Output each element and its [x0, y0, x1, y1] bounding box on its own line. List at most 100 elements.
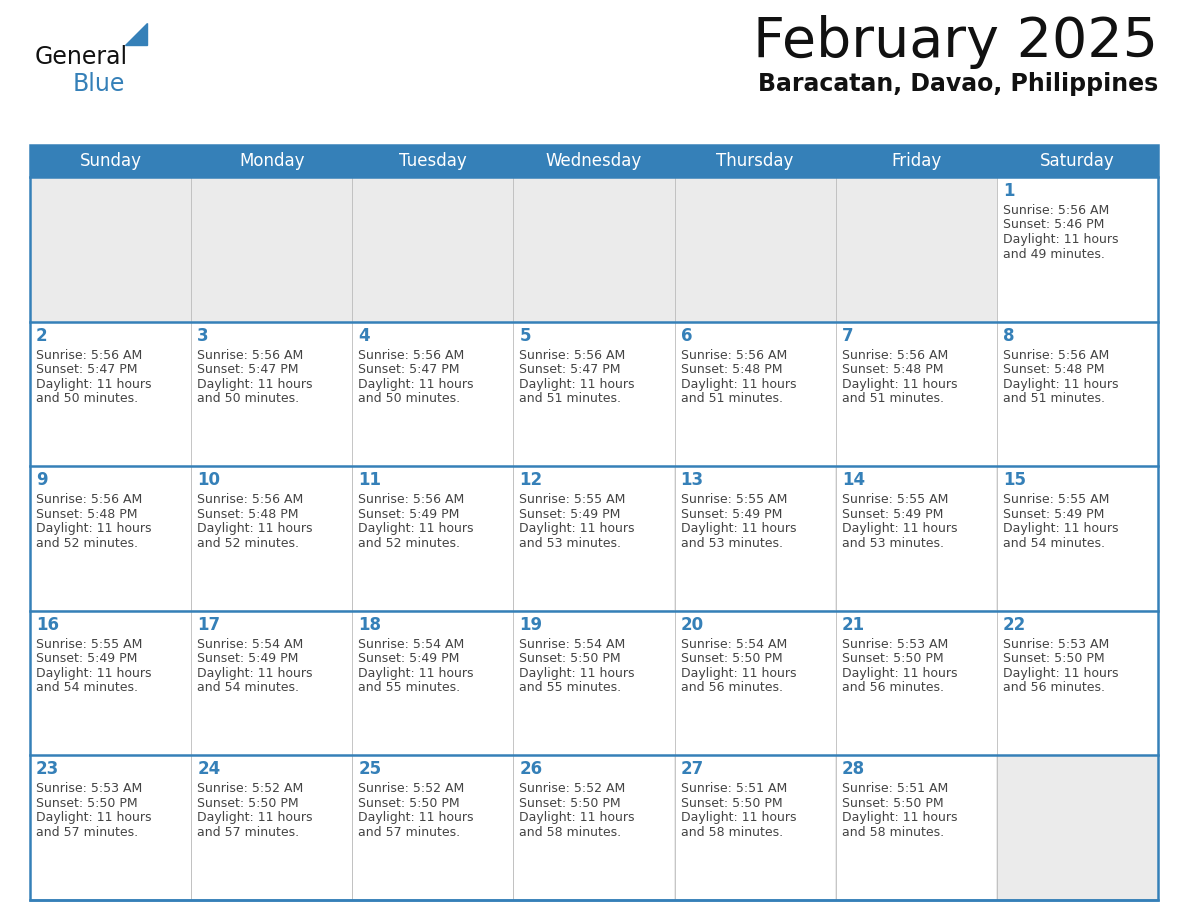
- Text: Sunrise: 5:53 AM: Sunrise: 5:53 AM: [842, 638, 948, 651]
- Text: and 56 minutes.: and 56 minutes.: [842, 681, 943, 694]
- Text: Sunset: 5:49 PM: Sunset: 5:49 PM: [359, 508, 460, 521]
- Text: and 51 minutes.: and 51 minutes.: [842, 392, 943, 405]
- Text: and 54 minutes.: and 54 minutes.: [1003, 537, 1105, 550]
- Bar: [998, 177, 1157, 321]
- Text: and 55 minutes.: and 55 minutes.: [359, 681, 461, 694]
- Text: 26: 26: [519, 760, 543, 778]
- Text: Daylight: 11 hours: Daylight: 11 hours: [359, 666, 474, 680]
- Text: Daylight: 11 hours: Daylight: 11 hours: [842, 812, 958, 824]
- Text: Daylight: 11 hours: Daylight: 11 hours: [36, 812, 152, 824]
- Text: Sunset: 5:50 PM: Sunset: 5:50 PM: [519, 653, 621, 666]
- Bar: [675, 322, 835, 465]
- Text: Sunrise: 5:56 AM: Sunrise: 5:56 AM: [359, 349, 465, 362]
- Text: and 55 minutes.: and 55 minutes.: [519, 681, 621, 694]
- Text: 27: 27: [681, 760, 703, 778]
- Text: Sunset: 5:47 PM: Sunset: 5:47 PM: [519, 364, 621, 376]
- Bar: [31, 756, 190, 900]
- Text: Sunrise: 5:55 AM: Sunrise: 5:55 AM: [681, 493, 786, 506]
- Text: Sunset: 5:49 PM: Sunset: 5:49 PM: [359, 653, 460, 666]
- Text: Daylight: 11 hours: Daylight: 11 hours: [519, 666, 634, 680]
- Text: and 51 minutes.: and 51 minutes.: [681, 392, 783, 405]
- Bar: [191, 611, 352, 755]
- Bar: [353, 611, 513, 755]
- Text: Sunset: 5:48 PM: Sunset: 5:48 PM: [197, 508, 298, 521]
- Text: and 56 minutes.: and 56 minutes.: [681, 681, 783, 694]
- Text: Daylight: 11 hours: Daylight: 11 hours: [36, 666, 152, 680]
- Bar: [675, 611, 835, 755]
- Text: and 56 minutes.: and 56 minutes.: [1003, 681, 1105, 694]
- Text: Sunrise: 5:51 AM: Sunrise: 5:51 AM: [681, 782, 786, 795]
- Text: Sunrise: 5:55 AM: Sunrise: 5:55 AM: [519, 493, 626, 506]
- Text: Daylight: 11 hours: Daylight: 11 hours: [359, 377, 474, 390]
- Text: Sunset: 5:47 PM: Sunset: 5:47 PM: [359, 364, 460, 376]
- Bar: [30, 610, 1158, 756]
- Text: Sunrise: 5:54 AM: Sunrise: 5:54 AM: [197, 638, 303, 651]
- Text: Daylight: 11 hours: Daylight: 11 hours: [681, 377, 796, 390]
- Text: Sunset: 5:47 PM: Sunset: 5:47 PM: [197, 364, 298, 376]
- Text: Sunset: 5:48 PM: Sunset: 5:48 PM: [1003, 364, 1105, 376]
- Text: 21: 21: [842, 616, 865, 633]
- Text: and 53 minutes.: and 53 minutes.: [519, 537, 621, 550]
- Text: and 52 minutes.: and 52 minutes.: [197, 537, 299, 550]
- Text: Sunset: 5:48 PM: Sunset: 5:48 PM: [36, 508, 138, 521]
- Text: Sunrise: 5:53 AM: Sunrise: 5:53 AM: [1003, 638, 1110, 651]
- Text: 12: 12: [519, 471, 543, 489]
- Text: Sunrise: 5:55 AM: Sunrise: 5:55 AM: [1003, 493, 1110, 506]
- Text: Sunrise: 5:54 AM: Sunrise: 5:54 AM: [681, 638, 786, 651]
- Text: and 51 minutes.: and 51 minutes.: [1003, 392, 1105, 405]
- Bar: [836, 322, 997, 465]
- Text: 25: 25: [359, 760, 381, 778]
- Bar: [514, 466, 674, 610]
- Text: Sunrise: 5:53 AM: Sunrise: 5:53 AM: [36, 782, 143, 795]
- Text: Daylight: 11 hours: Daylight: 11 hours: [197, 666, 312, 680]
- Text: Sunset: 5:49 PM: Sunset: 5:49 PM: [197, 653, 298, 666]
- Bar: [30, 145, 1158, 177]
- Bar: [30, 756, 1158, 900]
- Text: Saturday: Saturday: [1040, 152, 1114, 170]
- Text: 17: 17: [197, 616, 220, 633]
- Text: Sunrise: 5:52 AM: Sunrise: 5:52 AM: [519, 782, 626, 795]
- Text: Daylight: 11 hours: Daylight: 11 hours: [359, 522, 474, 535]
- Bar: [31, 611, 190, 755]
- Text: Wednesday: Wednesday: [545, 152, 643, 170]
- Text: 13: 13: [681, 471, 703, 489]
- Text: and 50 minutes.: and 50 minutes.: [36, 392, 138, 405]
- Text: Sunset: 5:48 PM: Sunset: 5:48 PM: [842, 364, 943, 376]
- Text: 22: 22: [1003, 616, 1026, 633]
- Text: Sunset: 5:49 PM: Sunset: 5:49 PM: [842, 508, 943, 521]
- Text: Daylight: 11 hours: Daylight: 11 hours: [197, 812, 312, 824]
- Bar: [191, 756, 352, 900]
- Text: Sunrise: 5:56 AM: Sunrise: 5:56 AM: [359, 493, 465, 506]
- Text: 7: 7: [842, 327, 853, 344]
- Bar: [998, 322, 1157, 465]
- Text: Sunset: 5:49 PM: Sunset: 5:49 PM: [681, 508, 782, 521]
- Text: 20: 20: [681, 616, 703, 633]
- Text: 28: 28: [842, 760, 865, 778]
- Text: Sunrise: 5:52 AM: Sunrise: 5:52 AM: [359, 782, 465, 795]
- Text: and 54 minutes.: and 54 minutes.: [36, 681, 138, 694]
- Text: Sunset: 5:50 PM: Sunset: 5:50 PM: [359, 797, 460, 810]
- Text: and 53 minutes.: and 53 minutes.: [681, 537, 783, 550]
- Text: Sunrise: 5:56 AM: Sunrise: 5:56 AM: [1003, 349, 1110, 362]
- Text: Sunrise: 5:56 AM: Sunrise: 5:56 AM: [197, 349, 303, 362]
- Bar: [191, 466, 352, 610]
- Text: Sunset: 5:50 PM: Sunset: 5:50 PM: [681, 797, 782, 810]
- Text: Sunset: 5:50 PM: Sunset: 5:50 PM: [36, 797, 138, 810]
- Bar: [30, 177, 1158, 321]
- Text: Daylight: 11 hours: Daylight: 11 hours: [842, 377, 958, 390]
- Text: 9: 9: [36, 471, 48, 489]
- Text: Sunset: 5:49 PM: Sunset: 5:49 PM: [519, 508, 621, 521]
- Bar: [191, 322, 352, 465]
- Bar: [514, 611, 674, 755]
- Text: Sunrise: 5:52 AM: Sunrise: 5:52 AM: [197, 782, 303, 795]
- Text: and 53 minutes.: and 53 minutes.: [842, 537, 943, 550]
- Text: Sunrise: 5:54 AM: Sunrise: 5:54 AM: [359, 638, 465, 651]
- Text: Daylight: 11 hours: Daylight: 11 hours: [681, 812, 796, 824]
- Text: Daylight: 11 hours: Daylight: 11 hours: [519, 812, 634, 824]
- Bar: [31, 466, 190, 610]
- Bar: [353, 466, 513, 610]
- Bar: [836, 466, 997, 610]
- Text: Sunrise: 5:55 AM: Sunrise: 5:55 AM: [842, 493, 948, 506]
- Text: 15: 15: [1003, 471, 1026, 489]
- Text: 24: 24: [197, 760, 221, 778]
